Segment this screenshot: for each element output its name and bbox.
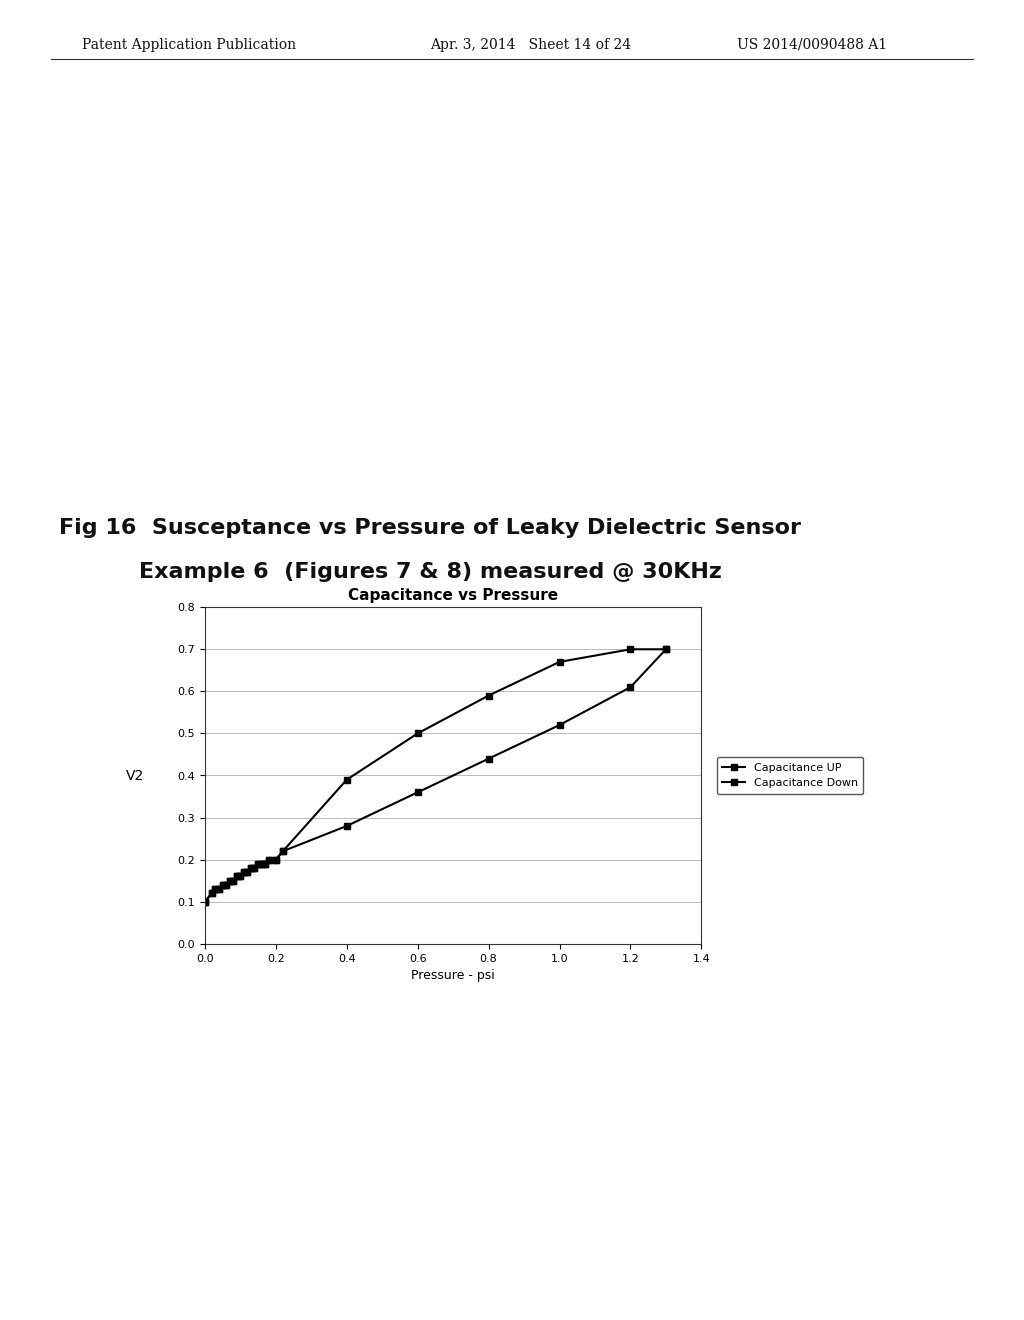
- Capacitance Down: [245, 861, 257, 876]
- Capacitance Down: [341, 818, 353, 834]
- Line: Capacitance UP: Capacitance UP: [202, 647, 669, 904]
- Capacitance UP: [230, 869, 243, 884]
- Capacitance UP: [625, 642, 637, 657]
- Capacitance UP: [238, 865, 250, 880]
- Capacitance UP: [262, 851, 274, 867]
- Capacitance Down: [659, 642, 672, 657]
- Text: Apr. 3, 2014   Sheet 14 of 24: Apr. 3, 2014 Sheet 14 of 24: [430, 38, 631, 51]
- Capacitance Down: [227, 873, 240, 888]
- Capacitance Down: [213, 882, 225, 898]
- X-axis label: Pressure - psi: Pressure - psi: [412, 969, 495, 982]
- Capacitance UP: [242, 865, 254, 880]
- Capacitance Down: [276, 843, 289, 859]
- Capacitance Down: [234, 869, 247, 884]
- Capacitance Down: [259, 855, 271, 871]
- Text: Patent Application Publication: Patent Application Publication: [82, 38, 296, 51]
- Capacitance UP: [659, 642, 672, 657]
- Capacitance Down: [482, 751, 495, 767]
- Capacitance UP: [245, 861, 257, 876]
- Text: V2: V2: [126, 768, 144, 783]
- Capacitance UP: [255, 855, 267, 871]
- Capacitance Down: [238, 865, 250, 880]
- Capacitance UP: [234, 869, 247, 884]
- Capacitance Down: [249, 861, 260, 876]
- Capacitance Down: [230, 869, 243, 884]
- Capacitance UP: [209, 882, 221, 898]
- Capacitance Down: [223, 873, 236, 888]
- Capacitance UP: [206, 886, 218, 902]
- Capacitance UP: [341, 772, 353, 788]
- Capacitance UP: [220, 876, 232, 892]
- Legend: Capacitance UP, Capacitance Down: Capacitance UP, Capacitance Down: [717, 758, 863, 793]
- Capacitance UP: [269, 851, 282, 867]
- Text: Fig 16  Susceptance vs Pressure of Leaky Dielectric Sensor: Fig 16 Susceptance vs Pressure of Leaky …: [59, 517, 801, 539]
- Capacitance Down: [199, 894, 211, 909]
- Capacitance Down: [209, 882, 221, 898]
- Capacitance UP: [252, 855, 264, 871]
- Capacitance UP: [227, 873, 240, 888]
- Capacitance Down: [255, 855, 267, 871]
- Capacitance Down: [242, 865, 254, 880]
- Title: Capacitance vs Pressure: Capacitance vs Pressure: [348, 589, 558, 603]
- Capacitance UP: [482, 688, 495, 704]
- Capacitance UP: [412, 726, 424, 742]
- Capacitance UP: [249, 861, 260, 876]
- Text: Example 6  (Figures 7 & 8) measured @ 30KHz: Example 6 (Figures 7 & 8) measured @ 30K…: [138, 561, 722, 582]
- Capacitance Down: [625, 680, 637, 696]
- Capacitance Down: [206, 886, 218, 902]
- Capacitance UP: [199, 894, 211, 909]
- Line: Capacitance Down: Capacitance Down: [202, 647, 669, 904]
- Capacitance Down: [553, 717, 565, 733]
- Capacitance Down: [220, 876, 232, 892]
- Capacitance Down: [412, 784, 424, 800]
- Capacitance UP: [223, 873, 236, 888]
- Capacitance UP: [276, 843, 289, 859]
- Capacitance UP: [259, 855, 271, 871]
- Capacitance Down: [252, 855, 264, 871]
- Capacitance UP: [213, 882, 225, 898]
- Capacitance UP: [553, 653, 565, 669]
- Text: US 2014/0090488 A1: US 2014/0090488 A1: [737, 38, 888, 51]
- Capacitance UP: [216, 876, 228, 892]
- Capacitance Down: [262, 851, 274, 867]
- Capacitance Down: [216, 876, 228, 892]
- Capacitance Down: [269, 851, 282, 867]
